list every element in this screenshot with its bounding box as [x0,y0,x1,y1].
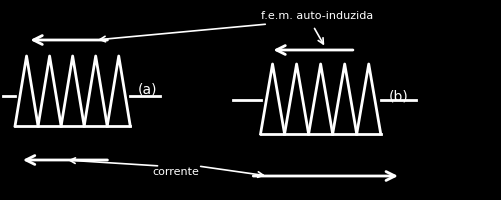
Text: (a): (a) [138,83,157,97]
Text: f.e.m. auto-induzida: f.e.m. auto-induzida [261,11,373,21]
Text: (b): (b) [388,89,408,103]
Text: corrente: corrente [153,167,200,177]
